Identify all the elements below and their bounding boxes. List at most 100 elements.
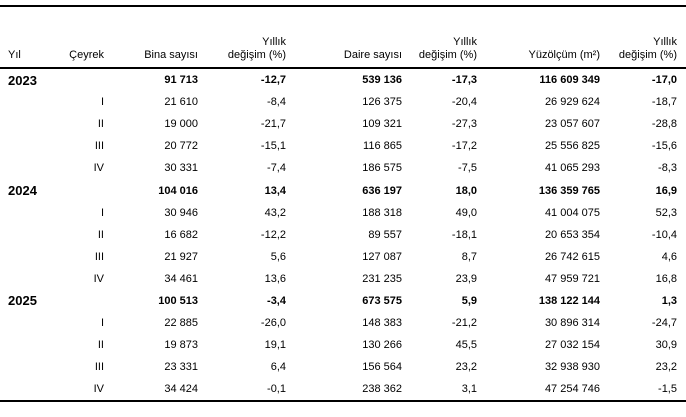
building-count-cell: 104 016: [158, 184, 198, 197]
dwelling-change-cell: 23,2: [455, 361, 477, 374]
quarter-row: III 20 772 -15,1 116 865 -17,2 25 556 825 -15,…: [0, 135, 686, 157]
building-count-cell: 19 000: [164, 118, 198, 131]
building-change-cell: -3,4: [267, 294, 286, 307]
year-cell: [0, 334, 46, 356]
dwelling-change-cell: 3,1: [461, 383, 477, 396]
year-total-row: 2023 91 713 -12,7 539 136 -17,3 116 609 349 -1…: [0, 68, 686, 91]
area-change-cell: 23,2: [655, 361, 677, 374]
building-count-cell: 34 424: [164, 383, 198, 396]
quarter-row: IV 34 424 -0,1 238 362 3,1 47 254 746 -1,5: [0, 378, 686, 401]
building-change-cell: -7,4: [267, 162, 286, 175]
quarter-cell: I: [100, 96, 104, 109]
quarter-row: II 19 873 19,1 130 266 45,5 27 032 154 30,9: [0, 334, 686, 356]
dwelling-change-cell: 45,5: [455, 339, 477, 352]
building-change-cell: -15,1: [260, 140, 286, 153]
year-cell: 2023: [8, 72, 37, 88]
year-cell: 2024: [8, 183, 37, 199]
building-count-cell: 91 713: [164, 74, 198, 87]
col-header-year: Yıl: [8, 49, 21, 61]
quarter-row: I 21 610 -8,4 126 375 -20,4 26 929 624 -18,7: [0, 91, 686, 113]
quarter-row: III 21 927 5,6 127 087 8,7 26 742 615 4,6: [0, 246, 686, 268]
dwelling-count-cell: 539 136: [362, 74, 402, 87]
area-cell: 41 004 075: [544, 206, 600, 219]
quarter-row: IV 34 461 13,6 231 235 23,9 47 959 721 16,8: [0, 268, 686, 290]
quarter-cell: I: [100, 317, 104, 330]
area-change-cell: -17,0: [651, 74, 677, 87]
building-change-cell: 19,1: [264, 339, 286, 352]
dwelling-count-cell: 126 375: [362, 96, 402, 109]
building-change-cell: -0,1: [267, 383, 286, 396]
quarter-row: II 16 682 -12,2 89 557 -18,1 20 653 354 -10,4: [0, 224, 686, 246]
quarter-cell: III: [94, 140, 104, 153]
area-change-cell: 52,3: [655, 206, 677, 219]
quarter-cell: II: [97, 339, 104, 352]
quarter-cell: IV: [93, 162, 104, 175]
area-cell: 47 959 721: [544, 272, 600, 285]
area-change-cell: 16,8: [655, 272, 677, 285]
building-count-cell: 21 610: [164, 96, 198, 109]
area-change-cell: -10,4: [651, 228, 677, 241]
area-cell: 30 896 314: [544, 317, 600, 330]
dwelling-change-cell: 23,9: [455, 272, 477, 285]
dwelling-change-cell: -17,2: [451, 140, 477, 153]
building-change-cell: 6,4: [270, 361, 286, 374]
dwelling-count-cell: 89 557: [368, 228, 402, 241]
dwelling-change-cell: -7,5: [458, 162, 477, 175]
area-cell: 136 359 765: [538, 184, 600, 197]
quarter-row: II 19 000 -21,7 109 321 -27,3 23 057 607 -28,8: [0, 113, 686, 135]
area-change-cell: -18,7: [651, 96, 677, 109]
area-cell: 26 742 615: [544, 250, 600, 263]
table-header: Yıl Çeyrek Bina sayısı Yıllık değişim (%)…: [0, 6, 686, 68]
dwelling-change-cell: -18,1: [451, 228, 477, 241]
dwelling-change-cell: 49,0: [455, 206, 477, 219]
dwelling-change-cell: 8,7: [461, 250, 477, 263]
quarter-cell: I: [100, 206, 104, 219]
quarter-cell: II: [97, 118, 104, 131]
quarter-cell: [46, 68, 104, 91]
year-cell: [0, 224, 46, 246]
building-count-cell: 30 946: [164, 206, 198, 219]
col-header-building-annual-change: Yıllık değişim (%): [227, 36, 286, 61]
quarter-row: I 30 946 43,2 188 318 49,0 41 004 075 52,3: [0, 202, 686, 224]
year-cell: [0, 312, 46, 334]
building-change-cell: 5,6: [270, 250, 286, 263]
area-cell: 32 938 930: [544, 361, 600, 374]
building-change-cell: -8,4: [267, 96, 286, 109]
area-change-cell: 4,6: [661, 250, 677, 263]
building-change-cell: 43,2: [264, 206, 286, 219]
building-change-cell: -26,0: [260, 317, 286, 330]
dwelling-count-cell: 130 266: [362, 339, 402, 352]
area-change-cell: 30,9: [655, 339, 677, 352]
area-change-cell: 1,3: [661, 294, 677, 307]
area-change-cell: -15,6: [651, 140, 677, 153]
col-header-dwelling-count: Daire sayısı: [343, 49, 402, 61]
dwelling-change-cell: -21,2: [451, 317, 477, 330]
dwelling-count-cell: 673 575: [362, 294, 402, 307]
area-cell: 27 032 154: [544, 339, 600, 352]
dwelling-count-cell: 109 321: [362, 118, 402, 131]
area-cell: 47 254 746: [544, 383, 600, 396]
year-cell: [0, 202, 46, 224]
dwelling-count-cell: 116 865: [363, 140, 402, 153]
area-change-cell: -8,3: [658, 162, 677, 175]
year-cell: [0, 135, 46, 157]
col-header-quarter: Çeyrek: [69, 49, 104, 61]
area-cell: 26 929 624: [544, 96, 600, 109]
area-change-cell: -28,8: [651, 118, 677, 131]
building-count-cell: 22 885: [164, 317, 198, 330]
dwelling-change-cell: -20,4: [451, 96, 477, 109]
quarter-row: III 23 331 6,4 156 564 23,2 32 938 930 23,2: [0, 356, 686, 378]
col-header-floor-area: Yüzölçüm (m²): [528, 49, 600, 61]
dwelling-count-cell: 188 318: [362, 206, 402, 219]
area-cell: 20 653 354: [544, 228, 600, 241]
building-change-cell: -21,7: [260, 118, 286, 131]
dwelling-change-cell: -17,3: [451, 74, 477, 87]
quarter-row: IV 30 331 -7,4 186 575 -7,5 41 065 293 -8,3: [0, 157, 686, 179]
area-cell: 41 065 293: [544, 162, 600, 175]
dwelling-count-cell: 636 197: [362, 184, 402, 197]
dwelling-count-cell: 238 362: [362, 383, 402, 396]
dwelling-count-cell: 186 575: [362, 162, 402, 175]
building-count-cell: 19 873: [164, 339, 198, 352]
year-cell: [0, 268, 46, 290]
area-change-cell: 16,9: [655, 184, 677, 197]
